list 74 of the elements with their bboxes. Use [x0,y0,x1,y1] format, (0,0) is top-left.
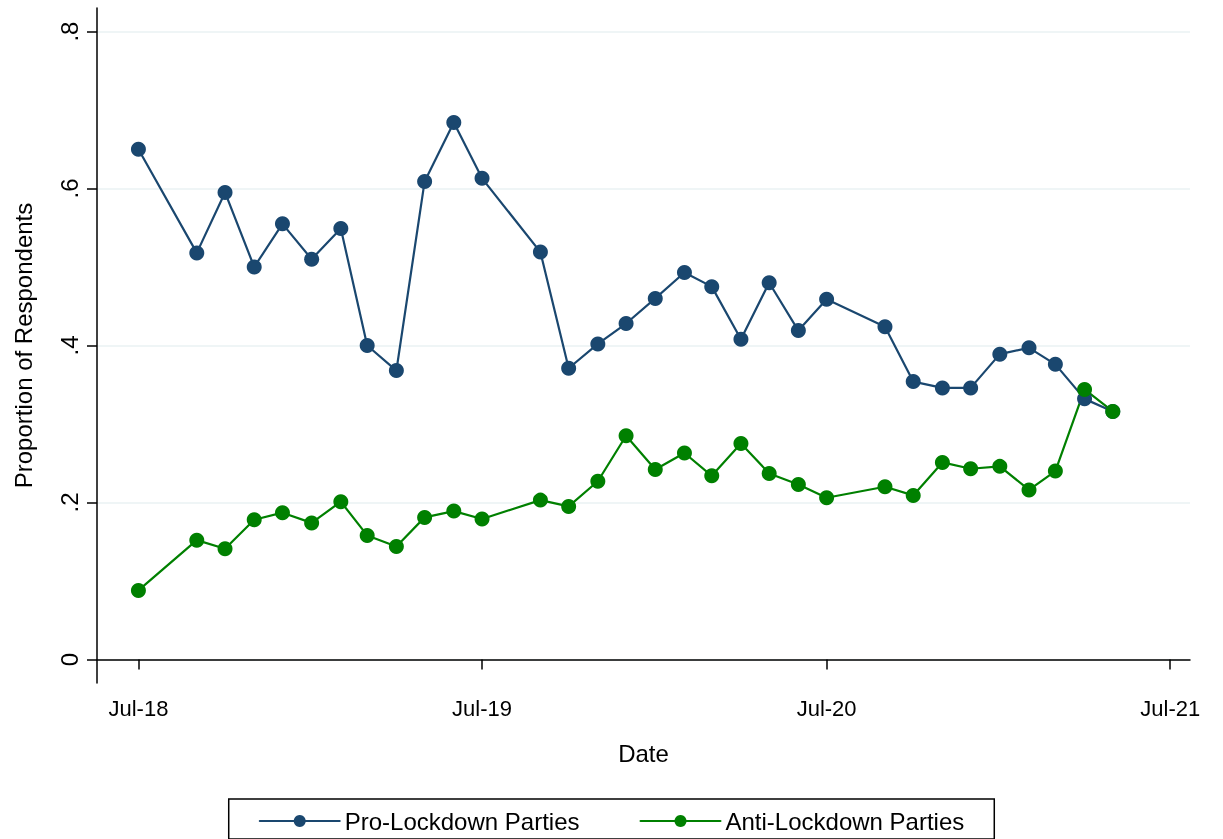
point [1047,463,1063,479]
point [676,265,692,280]
point [246,512,262,528]
point [417,509,433,525]
point [992,346,1008,362]
point [963,461,979,477]
point [934,454,950,470]
point [359,338,375,353]
point [992,458,1008,474]
point [877,319,893,335]
point [704,279,720,295]
point [1021,482,1037,498]
x-tick-label: Jul-20 [796,695,857,721]
point [130,582,146,598]
y-tick-label: .6 [55,178,83,199]
point [647,290,663,306]
point [761,465,777,481]
point [217,184,233,200]
point [304,515,320,531]
legend-label: Anti-Lockdown Parties [725,807,965,835]
x-tick-label: Jul-19 [452,695,513,721]
y-tick-label: 0 [55,652,83,667]
point [130,141,146,157]
point [274,216,290,232]
y-tick-label: .8 [55,21,83,42]
point [359,527,375,543]
legend-label: Pro-Lockdown Parties [344,807,580,835]
point [246,259,262,275]
point [790,323,806,339]
point [474,170,490,186]
point [333,494,349,510]
point [618,316,634,332]
point [561,360,577,376]
point [877,479,893,495]
point [819,291,835,307]
point [333,221,349,237]
point [761,275,777,291]
point [790,476,806,492]
point [474,511,490,527]
point [189,245,205,261]
y-tick-label: .2 [55,492,83,513]
point [819,490,835,506]
point [1047,356,1063,372]
point [590,473,606,489]
point [934,380,950,396]
point [561,498,577,514]
point [217,541,233,557]
y-tick-label: .4 [55,335,83,356]
point [446,503,462,519]
point [532,492,548,508]
point [590,336,606,352]
point [388,363,404,379]
point [274,505,290,521]
point [189,532,205,548]
point [388,538,404,554]
y-axis-title: Proportion of Respondents [9,202,37,489]
point [304,251,320,267]
point [963,380,979,396]
point [676,445,692,461]
point [1077,381,1093,397]
point [733,331,749,347]
point [618,428,634,444]
point [905,487,921,503]
point [417,173,433,189]
x-tick-label: Jul-18 [108,695,169,721]
point [446,115,462,131]
point [733,436,749,452]
point [905,374,921,390]
point [532,244,548,260]
x-axis-title: Date [618,739,669,767]
point [647,462,663,478]
point [1021,340,1037,356]
x-tick-label: Jul-21 [1140,695,1201,721]
point [704,468,720,484]
